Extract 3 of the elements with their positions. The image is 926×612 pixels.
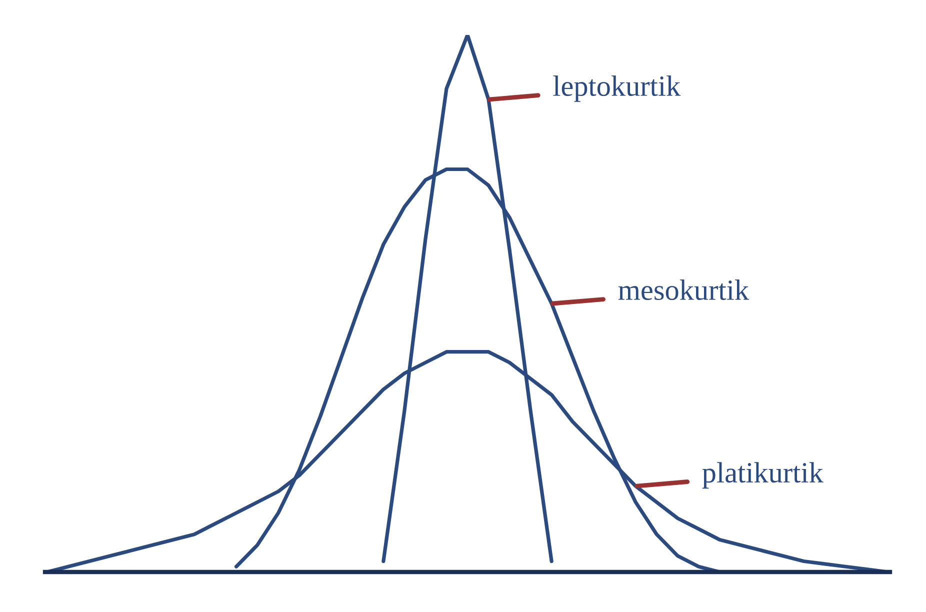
series-label: platikurtik — [702, 462, 824, 489]
text: mesokurtik — [618, 280, 750, 300]
text: leptokurtik — [553, 75, 681, 102]
